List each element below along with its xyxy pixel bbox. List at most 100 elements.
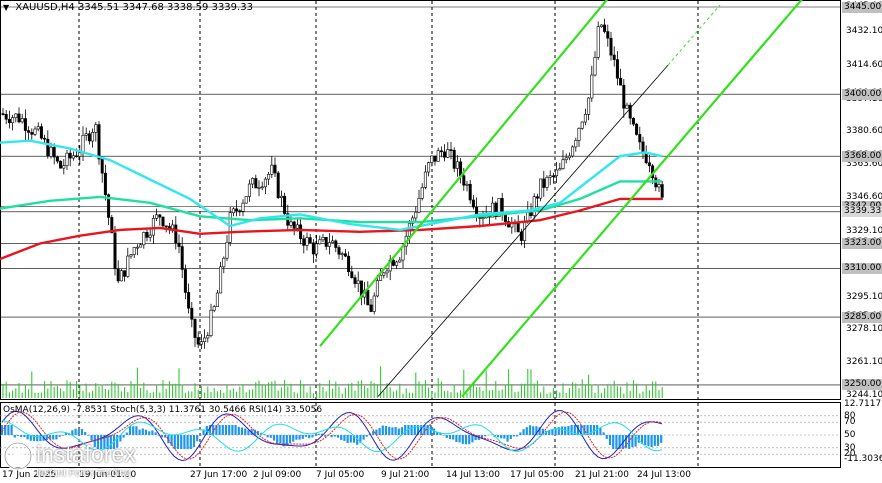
- time-tick-label: 21 Jul 21:00: [575, 470, 629, 480]
- candle-body: [100, 158, 104, 174]
- candle-body: [532, 196, 536, 216]
- osma-bar: [288, 435, 292, 444]
- candle-body: [334, 240, 338, 248]
- osma-bar: [602, 432, 605, 435]
- candle-body: [439, 150, 443, 153]
- candle-body: [247, 183, 251, 197]
- stochastic-signal-line: [1, 411, 663, 460]
- candle-body: [225, 241, 229, 259]
- symbol-label: XAUUSD,H4: [15, 2, 75, 13]
- candle-body: [212, 306, 216, 311]
- candle-body: [471, 199, 475, 208]
- osma-bar: [282, 435, 285, 447]
- osma-bar: [16, 435, 20, 437]
- candle-body: [7, 118, 11, 124]
- candle-body: [139, 244, 143, 248]
- candle-body: [110, 217, 114, 234]
- price-level-label: 3368.00: [842, 150, 882, 162]
- candle-body: [68, 152, 72, 159]
- candle-body: [337, 247, 341, 255]
- candle-body: [497, 198, 501, 217]
- candle-body: [545, 176, 549, 188]
- osma-bar: [263, 434, 266, 435]
- osma-bar: [256, 430, 260, 435]
- price-tick-label: 3261.10: [846, 357, 882, 368]
- price-tick-label: 3363.60: [846, 158, 882, 169]
- candle-body: [267, 173, 271, 180]
- osma-bar: [509, 435, 512, 440]
- candle-body: [459, 161, 463, 176]
- osma-bar: [231, 425, 234, 435]
- candle-body: [523, 221, 527, 241]
- candle-body: [625, 104, 629, 109]
- candle-body: [123, 270, 127, 277]
- indicator-scale-label: 50: [844, 430, 856, 440]
- osma-bar: [96, 435, 100, 449]
- osma-bar: [487, 434, 490, 436]
- time-tick-label: 17 Jul 05:00: [510, 470, 564, 480]
- osma-bar: [372, 430, 375, 435]
- price-tick-label: 3432.10: [846, 26, 882, 36]
- channel-upper-line: [319, 0, 609, 347]
- osma-bar: [516, 435, 519, 437]
- candle-body: [558, 168, 562, 171]
- osma-bar: [656, 435, 660, 446]
- osma-bar: [58, 435, 61, 437]
- osma-bar: [71, 430, 74, 435]
- stochastic-main-line: [1, 409, 663, 462]
- candle-body: [87, 133, 91, 142]
- osma-bar: [631, 435, 634, 448]
- osma-bar: [532, 426, 535, 435]
- osma-bar: [119, 435, 122, 442]
- candle-body: [270, 164, 274, 175]
- candle-body: [180, 246, 184, 270]
- candle-body: [71, 155, 75, 159]
- candle-body: [219, 266, 223, 294]
- indicator-scale-label: 70: [844, 417, 856, 428]
- osma-bar: [461, 435, 464, 444]
- candle-body: [65, 152, 69, 167]
- candle-body: [583, 114, 587, 123]
- candle-body: [494, 202, 498, 217]
- candle-body: [190, 307, 194, 320]
- candle-body: [318, 239, 322, 245]
- osma-bar: [452, 435, 455, 440]
- osma-bar: [362, 435, 365, 440]
- candle-body: [366, 289, 370, 306]
- price-level-label: 3323.00: [842, 237, 882, 249]
- osma-bar: [260, 432, 263, 435]
- osma-bar: [560, 426, 564, 435]
- candle-body: [548, 175, 552, 178]
- candle-body: [23, 118, 27, 131]
- candle-body: [350, 271, 354, 278]
- osma-bar: [538, 427, 541, 435]
- osma-bar: [432, 428, 436, 435]
- osma-bar: [324, 435, 327, 437]
- candle-body: [273, 164, 277, 174]
- osma-bar: [128, 426, 132, 435]
- candle-body: [375, 280, 379, 297]
- candle-body: [510, 223, 514, 228]
- candle-body: [468, 183, 472, 201]
- candle-body: [382, 272, 386, 276]
- ohlc-values: 3345.51 3347.68 3338.59 3339.33: [77, 2, 253, 13]
- channel-mid-line: [377, 64, 669, 397]
- osma-bar: [410, 425, 413, 435]
- candle-body: [315, 243, 319, 255]
- candle-body: [356, 280, 360, 284]
- candle-body: [449, 149, 453, 151]
- rsi-line: [1, 420, 663, 453]
- price-level-label: 3445.00: [842, 1, 882, 13]
- osma-bar: [621, 435, 624, 449]
- osma-bar: [503, 435, 506, 439]
- collapse-triangle-icon[interactable]: ▼: [3, 3, 10, 12]
- osma-bar: [551, 429, 554, 435]
- osma-bar: [74, 428, 77, 435]
- candle-body: [411, 217, 415, 224]
- candle-body: [292, 221, 296, 229]
- candle-body: [420, 187, 424, 199]
- osma-bar: [458, 435, 461, 443]
- osma-bar: [221, 425, 224, 435]
- osma-bar: [253, 429, 256, 435]
